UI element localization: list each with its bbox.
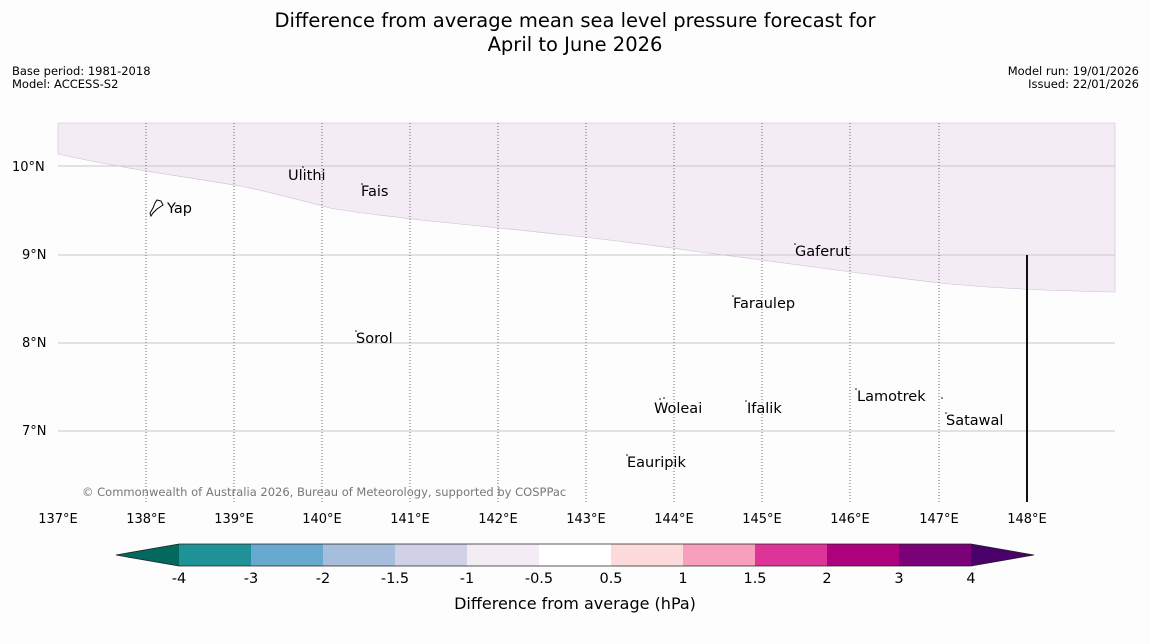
colorbar-tick-label: -2	[316, 571, 330, 587]
place-label-satawal: Satawal	[946, 413, 1003, 429]
base-period-text: Base period: 1981-2018	[12, 64, 151, 78]
lon-label: 146°E	[830, 512, 870, 527]
lon-label: 139°E	[214, 512, 254, 527]
colorbar-segment	[179, 544, 251, 566]
place-label-ulithi: Ulithi	[288, 168, 326, 184]
lon-label: 143°E	[566, 512, 606, 527]
place-label-eauripik: Eauripik	[627, 455, 686, 471]
lat-label: 9°N	[22, 248, 47, 263]
place-label-woleai: Woleai	[654, 401, 702, 417]
issued-text: Issued: 22/01/2026	[1028, 77, 1139, 91]
lat-label: 7°N	[22, 424, 47, 439]
colorbar-tick-label: 2	[822, 571, 831, 587]
colorbar-tick-label: -0.5	[525, 571, 553, 587]
place-label-fais: Fais	[361, 184, 388, 200]
colorbar-segment	[251, 544, 323, 566]
colorbar-tick-label: -3	[244, 571, 258, 587]
colorbar-segment	[611, 544, 683, 566]
lon-label: 148°E	[1007, 512, 1047, 527]
colorbar-segment	[827, 544, 899, 566]
colorbar-segment	[323, 544, 395, 566]
island-dots	[302, 166, 947, 456]
place-label-lamotrek: Lamotrek	[857, 389, 926, 405]
chart-title-line-1: Difference from average mean sea level p…	[274, 9, 876, 32]
colorbar-tick-label: 3	[894, 571, 903, 587]
chart-title-line-2: April to June 2026	[487, 33, 663, 56]
colorbar-segment	[539, 544, 611, 566]
lon-label: 137°E	[38, 512, 78, 527]
lon-label: 145°E	[742, 512, 782, 527]
meridian-lines	[145, 123, 940, 502]
lon-label: 140°E	[302, 512, 342, 527]
colorbar	[115, 543, 1035, 567]
colorbar-outline	[115, 543, 1035, 567]
place-label-sorol: Sorol	[356, 331, 393, 347]
colorbar-segment	[683, 544, 755, 566]
colorbar-tick-label: 1	[678, 571, 687, 587]
colorbar-segment	[755, 544, 827, 566]
colorbar-segment	[467, 544, 539, 566]
colorbar-tick-label: -1.5	[381, 571, 409, 587]
colorbar-tick-label: -1	[460, 571, 474, 587]
colorbar-extend-low	[116, 544, 179, 566]
place-label-gaferut: Gaferut	[795, 244, 850, 260]
colorbar-tick-label: 1.5	[743, 571, 766, 587]
place-label-faraulep: Faraulep	[733, 296, 795, 312]
colorbar-tick-label: 0.5	[599, 571, 622, 587]
lat-label: 10°N	[12, 160, 45, 175]
lon-label: 141°E	[390, 512, 430, 527]
lon-label: 147°E	[919, 512, 959, 527]
colorbar-label: Difference from average (hPa)	[454, 594, 696, 613]
colorbar-segment	[395, 544, 467, 566]
place-label-ifalik: Ifalik	[747, 401, 782, 417]
model-text: Model: ACCESS-S2	[12, 77, 119, 91]
copyright-text: © Commonwealth of Australia 2026, Bureau…	[82, 485, 566, 499]
colorbar-tick-label: 4	[966, 571, 975, 587]
colorbar-segment	[899, 544, 971, 566]
colorbar-tick-label: -4	[172, 571, 186, 587]
model-run-text: Model run: 19/01/2026	[1007, 64, 1139, 78]
lon-label: 142°E	[478, 512, 518, 527]
colorbar-extend-high	[971, 544, 1034, 566]
place-label-yap: Yap	[166, 201, 192, 217]
lat-label: 8°N	[22, 336, 47, 351]
lon-label: 144°E	[654, 512, 694, 527]
yap-island-outline	[149, 199, 164, 218]
lon-label: 138°E	[126, 512, 166, 527]
